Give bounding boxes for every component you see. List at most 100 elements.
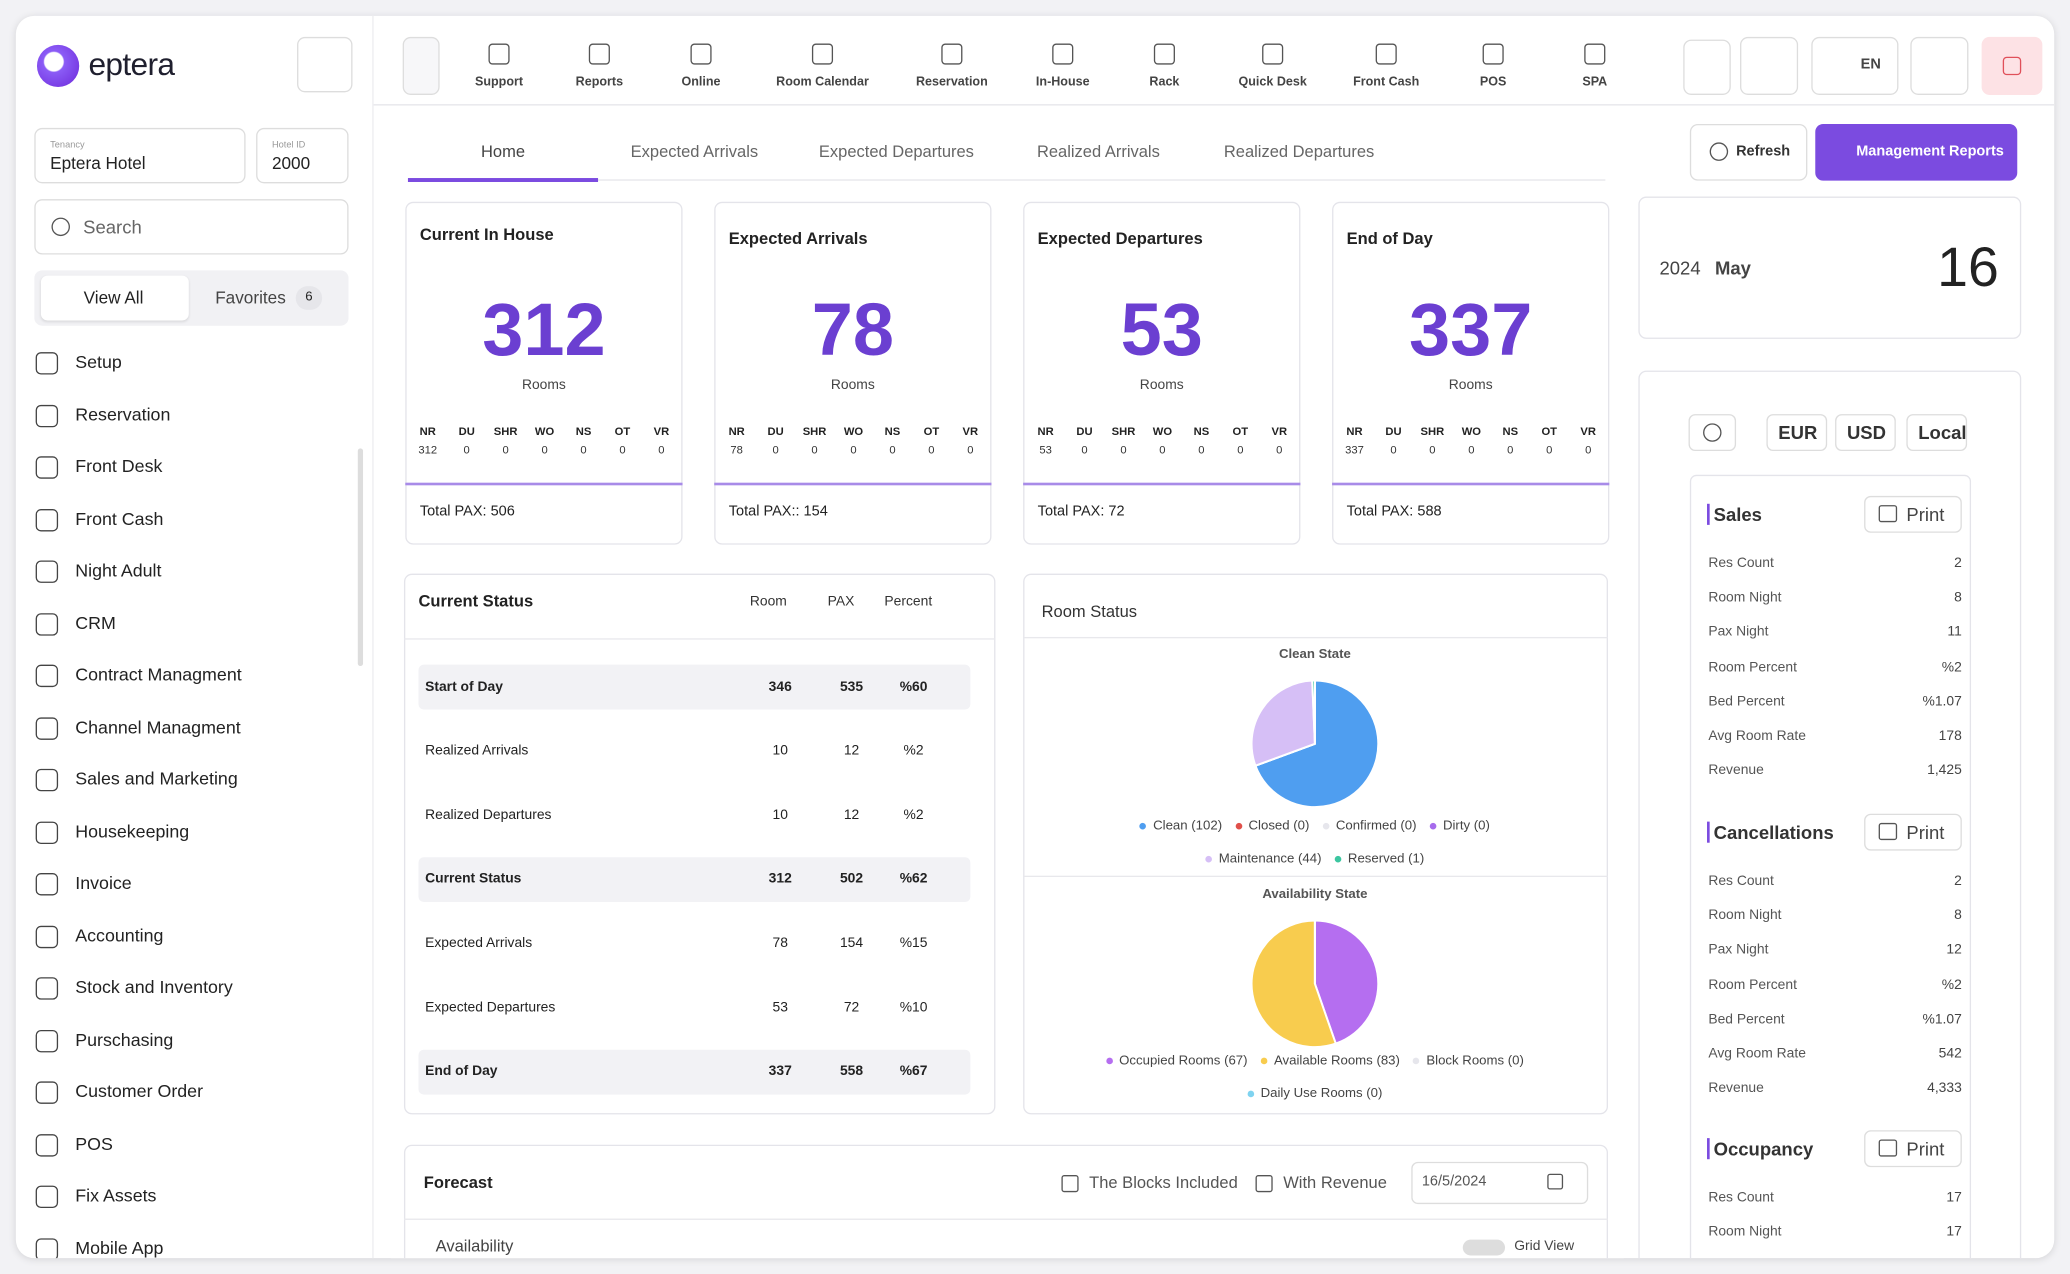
breakdown-label: NR bbox=[1346, 424, 1363, 439]
toolbar-item[interactable]: Reports bbox=[575, 75, 624, 91]
active-tab-underline bbox=[407, 178, 599, 182]
date-input[interactable] bbox=[1411, 1161, 1589, 1205]
print-button[interactable] bbox=[1864, 1130, 1962, 1168]
breakdown-value: 53 bbox=[1039, 443, 1052, 457]
column-header: Room bbox=[749, 592, 787, 609]
print-button[interactable] bbox=[1864, 813, 1962, 851]
menu-item[interactable]: Customer Order bbox=[75, 1081, 204, 1102]
breakdown-label: OT bbox=[1232, 424, 1249, 439]
language-button[interactable] bbox=[1811, 36, 1899, 95]
icon bbox=[35, 925, 59, 948]
language[interactable]: EN bbox=[1860, 56, 1881, 73]
report-label: Room Night bbox=[1708, 1223, 1782, 1240]
breakdown-value: 0 bbox=[502, 443, 509, 457]
room-status-title: Room Status bbox=[1041, 602, 1138, 622]
back-button[interactable] bbox=[402, 36, 440, 95]
checkbox[interactable] bbox=[1061, 1175, 1079, 1193]
menu-item[interactable]: Setup bbox=[75, 352, 122, 373]
tab[interactable]: Expected Arrivals bbox=[630, 142, 759, 161]
toolbar-item[interactable]: Rack bbox=[1149, 75, 1180, 91]
menu-item[interactable]: Front Cash bbox=[75, 508, 164, 529]
view-all: View All bbox=[83, 286, 144, 307]
report-value: 1,425 bbox=[1927, 762, 1962, 779]
lock-button[interactable] bbox=[1910, 36, 1969, 95]
toolbar-item[interactable]: Quick Desk bbox=[1238, 75, 1307, 91]
management-reports-button[interactable] bbox=[1815, 123, 2018, 181]
menu-item[interactable]: Sales and Marketing bbox=[75, 769, 238, 789]
filter-button[interactable] bbox=[1740, 36, 1799, 95]
tab[interactable]: Realized Arrivals bbox=[1036, 142, 1160, 161]
kpi-total: Total PAX: 588 bbox=[1346, 504, 1442, 520]
toolbar-item[interactable]: POS bbox=[1479, 75, 1507, 91]
menu-item[interactable]: Mobile App bbox=[75, 1237, 164, 1258]
print-button[interactable] bbox=[1864, 495, 1962, 533]
menu-item[interactable]: POS bbox=[75, 1133, 113, 1154]
legend-dot bbox=[1105, 1057, 1113, 1064]
tab[interactable]: Realized Departures bbox=[1223, 142, 1375, 161]
legend-item: Block Rooms (0) bbox=[1413, 1051, 1524, 1069]
tenancy-field[interactable] bbox=[34, 127, 246, 184]
toolbar-icon bbox=[1153, 43, 1175, 65]
currency-button[interactable] bbox=[1766, 414, 1828, 452]
logout-button[interactable] bbox=[1981, 36, 2043, 95]
collapse-button[interactable] bbox=[297, 36, 353, 93]
next-button[interactable] bbox=[1683, 39, 1731, 95]
menu-item[interactable]: Fix Assets bbox=[75, 1185, 157, 1206]
toolbar-item[interactable]: In-House bbox=[1035, 75, 1090, 91]
pie-slice bbox=[1254, 679, 1380, 809]
report-label: Room Night bbox=[1708, 907, 1782, 924]
report-value: 12 bbox=[1946, 941, 1962, 958]
favorites-count: 6 bbox=[305, 290, 313, 305]
icon bbox=[35, 1081, 59, 1104]
legend-dot bbox=[1139, 822, 1147, 829]
toolbar-item[interactable]: Reservation bbox=[915, 75, 988, 91]
kpi-title: Expected Departures bbox=[1037, 229, 1203, 248]
report-label: Pax Night bbox=[1708, 941, 1769, 958]
checkbox[interactable] bbox=[1255, 1175, 1273, 1193]
menu-item[interactable]: CRM bbox=[75, 612, 116, 633]
report-value: %1.07 bbox=[1922, 693, 1962, 710]
tab[interactable]: Home bbox=[480, 142, 526, 161]
view-all-tab[interactable] bbox=[40, 275, 189, 321]
breakdown-label: DU bbox=[767, 424, 784, 439]
menu-item[interactable]: Front Desk bbox=[75, 456, 163, 477]
menu-item[interactable]: Invoice bbox=[75, 873, 132, 894]
icon bbox=[35, 716, 59, 740]
report-value: 8 bbox=[1954, 589, 1962, 606]
current-status-card bbox=[403, 573, 996, 1115]
currency-refresh[interactable] bbox=[1688, 414, 1737, 452]
breakdown-label: DU bbox=[1076, 424, 1093, 439]
row-percent: %62 bbox=[899, 870, 928, 887]
sidebar-scrollbar bbox=[357, 448, 364, 666]
row-pax: 502 bbox=[839, 870, 864, 887]
menu-item[interactable]: Channel Managment bbox=[75, 717, 241, 737]
menu-item[interactable]: Stock and Inventory bbox=[75, 977, 233, 998]
menu-item[interactable]: Housekeeping bbox=[75, 821, 190, 841]
refresh-button[interactable] bbox=[1689, 123, 1808, 181]
toolbar-item[interactable]: SPA bbox=[1582, 75, 1608, 91]
toolbar-item[interactable]: Support bbox=[474, 75, 524, 91]
breakdown-label: DU bbox=[1385, 424, 1402, 439]
menu-item[interactable]: Night Adult bbox=[75, 560, 162, 581]
toolbar-item[interactable]: Online bbox=[681, 75, 721, 91]
kpi-divider bbox=[1023, 482, 1301, 486]
logo-mark bbox=[36, 44, 80, 88]
grid-toggle[interactable] bbox=[1462, 1239, 1506, 1256]
menu-item[interactable]: Contract Managment bbox=[75, 664, 242, 685]
search-field[interactable] bbox=[34, 199, 349, 255]
breakdown-value: 0 bbox=[1081, 443, 1088, 457]
menu-item[interactable]: Reservation bbox=[75, 404, 171, 425]
menu-item[interactable]: Purschasing bbox=[75, 1029, 174, 1050]
breakdown-value: 0 bbox=[1159, 443, 1166, 457]
row-label: End of Day bbox=[425, 1063, 498, 1080]
currency-button[interactable] bbox=[1906, 414, 1968, 452]
menu-item[interactable]: Accounting bbox=[75, 925, 164, 946]
toolbar-icon bbox=[941, 43, 963, 65]
toolbar-item[interactable]: Front Cash bbox=[1353, 75, 1420, 91]
hotel-id-field[interactable] bbox=[256, 127, 349, 184]
search-icon bbox=[51, 217, 70, 237]
currency-button[interactable] bbox=[1835, 414, 1896, 452]
sidebar-divider bbox=[372, 15, 374, 1259]
tab[interactable]: Expected Departures bbox=[818, 142, 974, 161]
toolbar-item[interactable]: Room Calendar bbox=[776, 75, 869, 91]
